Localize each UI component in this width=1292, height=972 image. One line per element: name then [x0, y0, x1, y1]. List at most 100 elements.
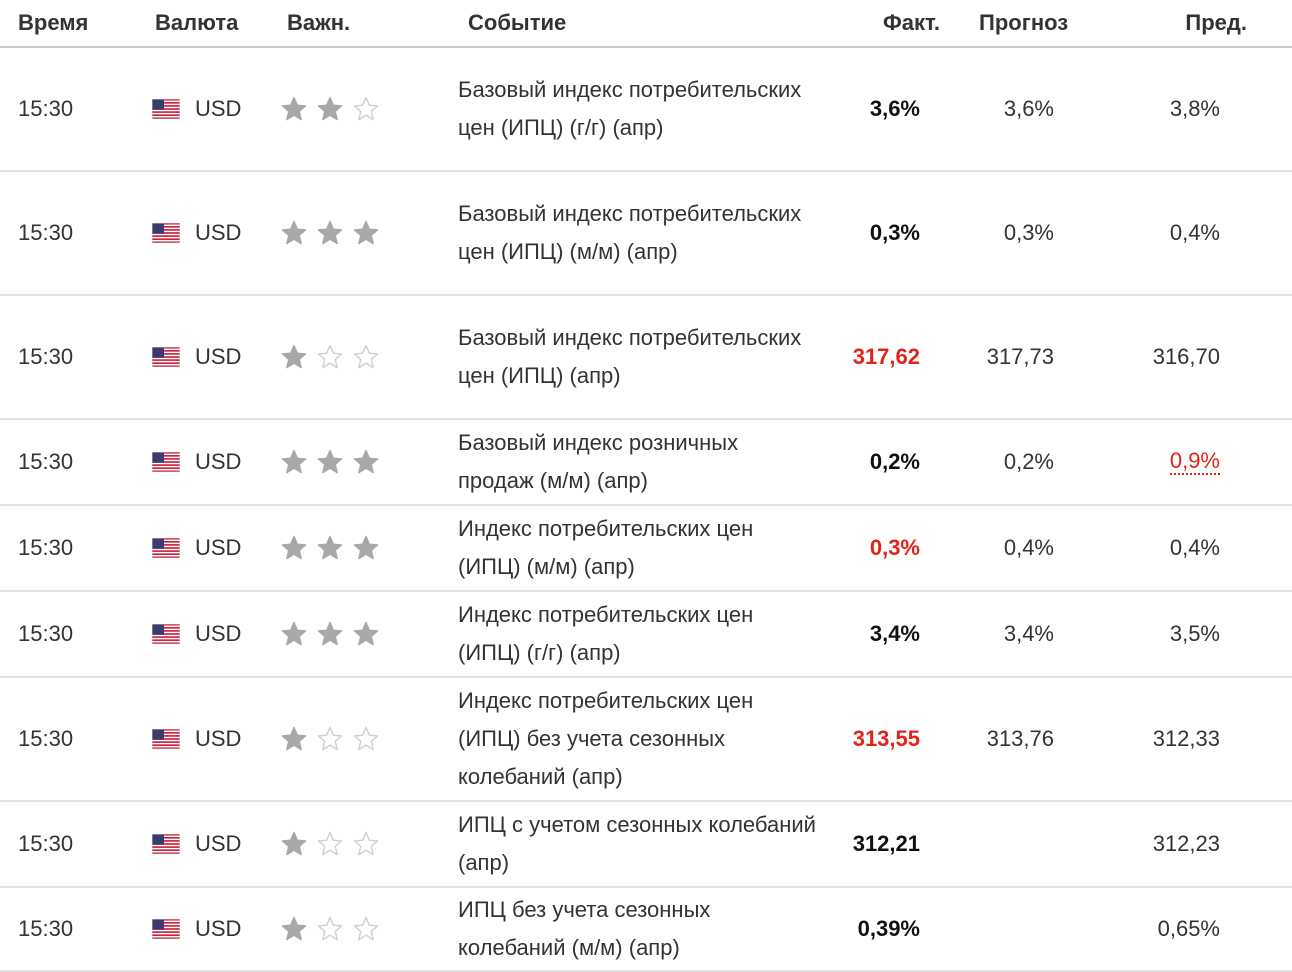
- row-time: 15:30: [18, 449, 74, 474]
- row-time: 15:30: [18, 220, 74, 245]
- importance-stars: [280, 830, 380, 858]
- star-empty-icon: [317, 831, 343, 856]
- table-row[interactable]: 15:30 USD Базовый индекс потребительских ц…: [0, 172, 1292, 296]
- header-previous[interactable]: Пред.: [1185, 10, 1247, 35]
- header-time[interactable]: Время: [18, 10, 89, 35]
- row-actual: 3,4%: [869, 621, 920, 646]
- table-row[interactable]: 15:30 USD Индекс потребительских цен (ИПЦ)…: [0, 592, 1292, 678]
- row-event-link[interactable]: Базовый индекс потребительских цен (ИПЦ)…: [458, 77, 802, 140]
- row-time: 15:30: [18, 535, 74, 560]
- row-previous: 0,65%: [1157, 916, 1220, 941]
- row-forecast: 317,73: [986, 344, 1054, 369]
- row-time: 15:30: [18, 344, 74, 369]
- row-event-link[interactable]: Индекс потребительских цен (ИПЦ) без уче…: [458, 688, 754, 789]
- row-event-link[interactable]: ИПЦ с учетом сезонных колебаний (апр): [458, 812, 816, 875]
- table-header: Время Валюта Важн. Событие Факт. Прогноз…: [0, 0, 1292, 48]
- row-forecast: 0,2%: [1003, 449, 1054, 474]
- star-filled-icon: [353, 621, 379, 646]
- star-filled-icon: [281, 449, 307, 474]
- importance-stars: [280, 534, 380, 562]
- star-filled-icon: [317, 449, 343, 474]
- header-importance[interactable]: Важн.: [287, 10, 351, 35]
- star-filled-icon: [281, 220, 307, 245]
- importance-stars: [280, 725, 380, 753]
- star-filled-icon: [281, 916, 307, 941]
- row-event-link[interactable]: ИПЦ без учета сезонных колебаний (м/м) (…: [458, 897, 711, 960]
- header-actual[interactable]: Факт.: [883, 10, 940, 35]
- row-forecast: 0,3%: [1003, 220, 1054, 245]
- table-row[interactable]: 15:30 USD Индекс потребительских цен (ИПЦ)…: [0, 678, 1292, 802]
- row-forecast: 313,76: [986, 726, 1054, 751]
- importance-stars: [280, 219, 380, 247]
- table-row[interactable]: 15:30 USD Базовый индекс потребительских ц…: [0, 296, 1292, 420]
- star-filled-icon: [353, 220, 379, 245]
- star-empty-icon: [317, 726, 343, 751]
- row-previous: 316,70: [1152, 344, 1220, 369]
- table-body: 15:30 USD Базовый индекс потребительских ц…: [0, 48, 1292, 972]
- star-filled-icon: [281, 831, 307, 856]
- row-forecast: 3,4%: [1003, 621, 1054, 646]
- importance-stars: [280, 95, 380, 123]
- row-actual: 312,21: [852, 831, 920, 856]
- table-row[interactable]: 15:30 USD ИПЦ с учетом сезонных колебаний …: [0, 802, 1292, 888]
- row-currency: USD: [195, 916, 242, 941]
- header-event[interactable]: Событие: [468, 10, 567, 35]
- us-flag-icon: [152, 452, 180, 472]
- table-row[interactable]: 15:30 USD Базовый индекс потребительских ц…: [0, 48, 1292, 172]
- row-event-link[interactable]: Базовый индекс потребительских цен (ИПЦ)…: [458, 325, 802, 388]
- row-actual: 0,3%: [869, 220, 920, 245]
- row-previous: 3,8%: [1169, 96, 1220, 121]
- row-actual: 3,6%: [869, 96, 920, 121]
- table-row[interactable]: 15:30 USD Базовый индекс розничных продаж …: [0, 420, 1292, 506]
- row-actual: 0,2%: [869, 449, 920, 474]
- row-event-link[interactable]: Индекс потребительских цен (ИПЦ) (г/г) (…: [458, 602, 754, 665]
- row-previous: 0,4%: [1169, 220, 1220, 245]
- row-event-link[interactable]: Базовый индекс розничных продаж (м/м) (а…: [458, 430, 739, 493]
- star-filled-icon: [281, 535, 307, 560]
- header-forecast[interactable]: Прогноз: [979, 10, 1069, 35]
- us-flag-icon: [152, 834, 180, 854]
- row-actual: 0,39%: [857, 916, 920, 941]
- row-currency: USD: [195, 449, 242, 474]
- us-flag-icon: [152, 223, 180, 243]
- star-filled-icon: [353, 449, 379, 474]
- row-currency: USD: [195, 220, 242, 245]
- us-flag-icon: [152, 538, 180, 558]
- row-time: 15:30: [18, 831, 74, 856]
- row-currency: USD: [195, 726, 242, 751]
- star-filled-icon: [317, 621, 343, 646]
- row-time: 15:30: [18, 726, 74, 751]
- star-empty-icon: [317, 916, 343, 941]
- table-row[interactable]: 15:30 USD ИПЦ без учета сезонных колебаний…: [0, 888, 1292, 972]
- star-filled-icon: [317, 96, 343, 121]
- star-filled-icon: [353, 535, 379, 560]
- us-flag-icon: [152, 624, 180, 644]
- row-actual: 317,62: [852, 344, 920, 369]
- row-previous: 312,33: [1152, 726, 1220, 751]
- row-currency: USD: [195, 535, 242, 560]
- header-currency[interactable]: Валюта: [155, 10, 239, 35]
- table-row[interactable]: 15:30 USD Индекс потребительских цен (ИПЦ)…: [0, 506, 1292, 592]
- star-filled-icon: [281, 344, 307, 369]
- star-filled-icon: [281, 621, 307, 646]
- row-previous: 3,5%: [1169, 621, 1220, 646]
- us-flag-icon: [152, 99, 180, 119]
- star-empty-icon: [353, 726, 379, 751]
- importance-stars: [280, 448, 380, 476]
- star-empty-icon: [317, 344, 343, 369]
- row-event-link[interactable]: Базовый индекс потребительских цен (ИПЦ)…: [458, 201, 802, 264]
- row-currency: USD: [195, 831, 242, 856]
- star-filled-icon: [317, 535, 343, 560]
- row-currency: USD: [195, 621, 242, 646]
- row-actual: 0,3%: [869, 535, 920, 560]
- row-currency: USD: [195, 96, 242, 121]
- star-empty-icon: [353, 344, 379, 369]
- row-previous[interactable]: 0,9%: [1169, 448, 1220, 475]
- row-forecast: 0,4%: [1003, 535, 1054, 560]
- row-time: 15:30: [18, 96, 74, 121]
- star-empty-icon: [353, 916, 379, 941]
- row-event-link[interactable]: Индекс потребительских цен (ИПЦ) (м/м) (…: [458, 516, 754, 579]
- star-filled-icon: [281, 726, 307, 751]
- importance-stars: [280, 620, 380, 648]
